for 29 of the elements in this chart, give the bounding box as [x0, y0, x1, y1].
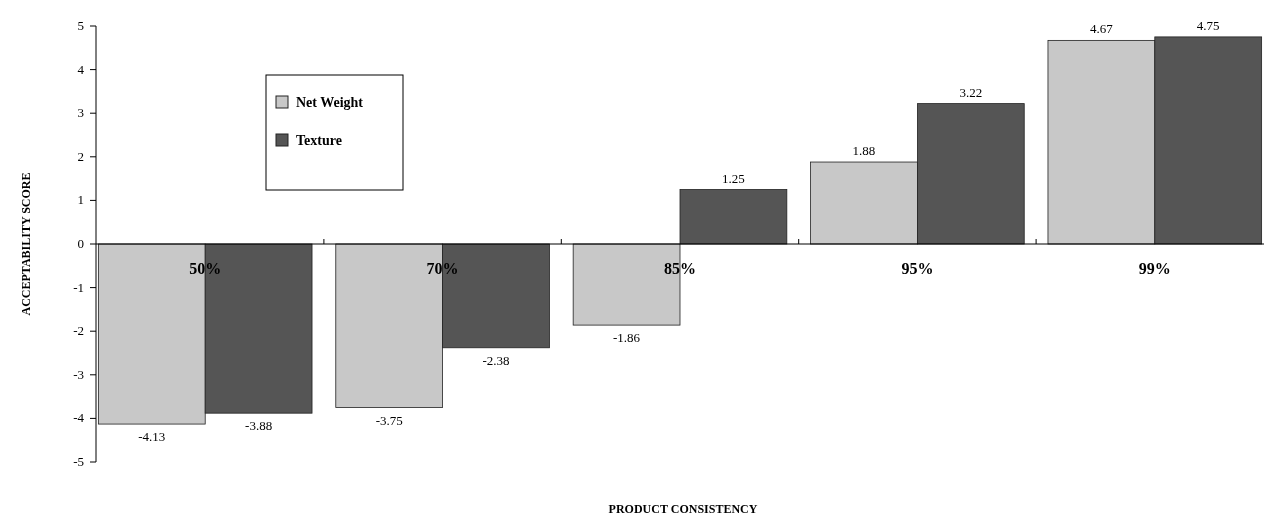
y-tick-label: 0: [77, 236, 84, 251]
y-tick-label: -2: [73, 323, 84, 339]
data-label: 3.22: [959, 84, 983, 100]
data-label: -3.75: [375, 412, 403, 428]
data-label: 4.75: [1196, 17, 1220, 33]
y-tick-label: -3: [73, 366, 84, 382]
y-tick-label: 5: [77, 18, 84, 33]
data-label: -3.88: [245, 418, 273, 434]
y-tick-label: 4: [77, 61, 85, 77]
y-tick-label: 1: [77, 192, 84, 208]
y-tick-label: -4: [73, 410, 85, 426]
x-tick-label: 85%: [664, 260, 696, 277]
data-label: 4.67: [1090, 21, 1114, 37]
data-label: 1.25: [722, 170, 745, 186]
bar: [679, 189, 788, 245]
data-label: -2.38: [482, 352, 510, 368]
x-tick-label: 99%: [1138, 260, 1171, 277]
data-label: 1.88: [852, 143, 876, 159]
data-label: -1.86: [613, 330, 641, 346]
legend-label: Texture: [296, 133, 342, 148]
y-tick-label: 3: [77, 105, 84, 121]
y-tick-label: 2: [77, 148, 84, 164]
y-axis-title: ACCEPTABILITY SCORE: [19, 172, 33, 316]
legend-label: Net Weight: [296, 95, 364, 110]
x-tick-label: 95%: [901, 260, 934, 277]
y-tick-label: -1: [73, 279, 84, 295]
data-label: -4.13: [138, 429, 166, 445]
x-axis-title: PRODUCT CONSISTENCY: [608, 502, 758, 516]
y-tick-label: -5: [73, 454, 84, 469]
